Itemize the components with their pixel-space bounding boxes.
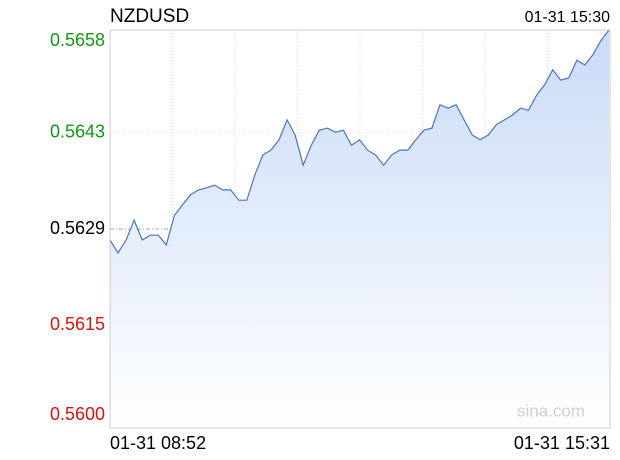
y-tick-label: 0.5643 <box>50 122 105 142</box>
chart-title: NZDUSD <box>110 6 189 27</box>
x-tick-label: 01-31 15:31 <box>514 433 610 453</box>
time-label: 01-31 15:30 <box>525 9 611 26</box>
price-line <box>109 29 610 255</box>
y-tick-label: 0.5629 <box>50 218 105 238</box>
x-tick-label: 01-31 08:52 <box>110 433 206 453</box>
plot-border <box>109 29 611 429</box>
y-tick-label: 0.5615 <box>50 314 105 334</box>
y-tick-label: 0.5600 <box>50 404 105 424</box>
y-tick-label: 0.5658 <box>50 30 105 50</box>
watermark: sina.com <box>517 401 585 420</box>
area <box>110 30 609 428</box>
